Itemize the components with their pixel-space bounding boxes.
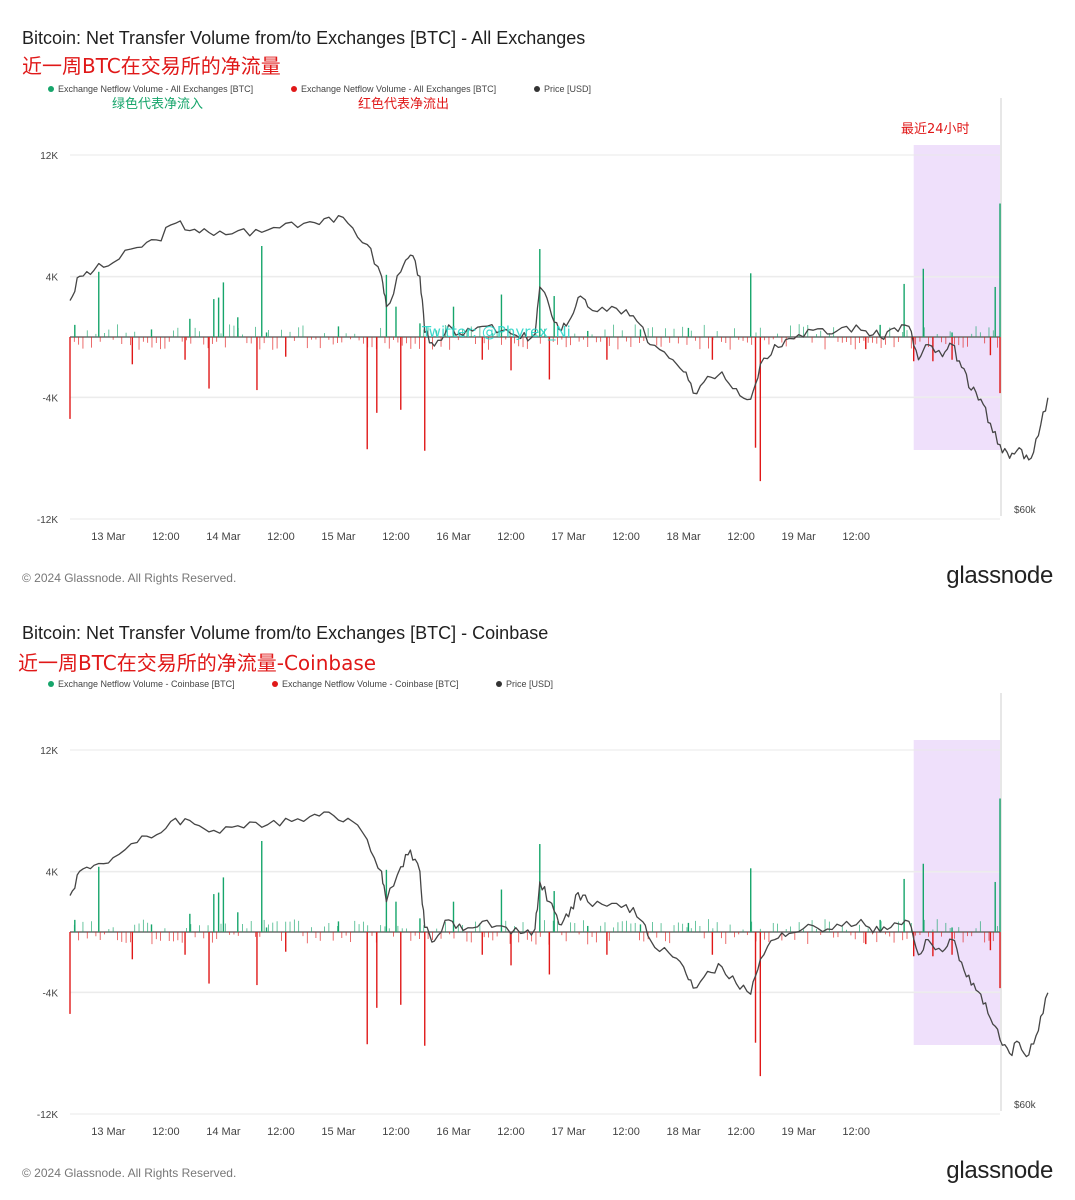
x-tick-label: 12:00 xyxy=(497,531,525,543)
price-line xyxy=(69,811,1049,1058)
x-tick-label: 15 Mar xyxy=(321,531,356,543)
legend-dot-icon xyxy=(534,85,540,92)
legend-item-inflow[interactable]: Exchange Netflow Volume - Coinbase [BTC] xyxy=(48,679,235,689)
annotation-inflow: 绿色代表净流入 xyxy=(112,96,203,112)
legend-label: Exchange Netflow Volume - Coinbase [BTC] xyxy=(58,679,235,689)
legend-item-price[interactable]: Price [USD] xyxy=(496,679,553,689)
x-tick-label: 12:00 xyxy=(727,531,755,543)
annotation-last-24h: 最近24小时 xyxy=(901,122,970,137)
x-tick-label: 18 Mar xyxy=(666,531,701,543)
netflow-chart: 12K 4K -4K -12K $60k 13 Mar 12:00 14 Mar 12:00 15… xyxy=(37,96,1049,543)
x-tick-label: 12:00 xyxy=(842,531,870,543)
legend-dot-icon xyxy=(496,680,502,687)
legend-label: Price [USD] xyxy=(544,84,592,94)
chart-panel-coinbase: Bitcoin: Net Transfer Volume from/to Exc… xyxy=(0,595,1075,1200)
x-tick-label: 12:00 xyxy=(727,1126,755,1138)
legend-item-price[interactable]: Price [USD] xyxy=(534,84,591,94)
price-line xyxy=(69,214,1049,461)
right-axis-label: $60k xyxy=(1014,505,1037,516)
legend-label: Exchange Netflow Volume - Coinbase [BTC] xyxy=(282,679,459,689)
legend-item-outflow[interactable]: Exchange Netflow Volume - Coinbase [BTC] xyxy=(272,679,459,689)
y-tick-label: -12K xyxy=(37,1110,58,1121)
right-axis-label: $60k xyxy=(1014,1100,1037,1111)
legend-label: Price [USD] xyxy=(506,679,554,689)
x-tick-label: 12:00 xyxy=(267,531,295,543)
annotation-outflow: 红色代表净流出 xyxy=(358,96,449,112)
legend-dot-icon xyxy=(48,680,54,687)
x-tick-label: 12:00 xyxy=(382,531,410,543)
x-tick-label: 14 Mar xyxy=(206,1126,241,1138)
x-tick-label: 14 Mar xyxy=(206,531,241,543)
netflow-chart: 12K 4K -4K -12K $60k 13 Mar 12:00 14 Mar 12:00 15… xyxy=(37,693,1049,1138)
legend-dot-icon xyxy=(48,85,54,92)
x-tick-label: 12:00 xyxy=(152,1126,180,1138)
annotation-title: 近一周BTC在交易所的净流量 xyxy=(22,54,281,78)
chart-title: Bitcoin: Net Transfer Volume from/to Exc… xyxy=(22,623,549,643)
x-tick-label: 16 Mar xyxy=(436,1126,471,1138)
highlight-band xyxy=(913,145,1000,450)
x-tick-label: 19 Mar xyxy=(782,531,817,543)
glassnode-logo: glassnode xyxy=(946,562,1053,589)
watermark: Twitter: @Phyrex_Ni xyxy=(421,323,571,342)
annotation-title: 近一周BTC在交易所的净流量-Coinbase xyxy=(18,651,377,675)
x-tick-label: 12:00 xyxy=(152,531,180,543)
highlight-band xyxy=(913,740,1000,1045)
chart-title: Bitcoin: Net Transfer Volume from/to Exc… xyxy=(22,28,586,48)
legend-item-inflow[interactable]: Exchange Netflow Volume - All Exchanges … xyxy=(48,84,253,94)
legend-label: Exchange Netflow Volume - All Exchanges … xyxy=(58,84,254,94)
x-tick-label: 13 Mar xyxy=(91,1126,126,1138)
x-tick-label: 19 Mar xyxy=(782,1126,817,1138)
x-tick-label: 17 Mar xyxy=(551,1126,586,1138)
x-tick-label: 18 Mar xyxy=(666,1126,701,1138)
x-tick-label: 12:00 xyxy=(497,1126,525,1138)
x-tick-label: 12:00 xyxy=(842,1126,870,1138)
x-tick-label: 15 Mar xyxy=(321,1126,356,1138)
y-tick-label: 4K xyxy=(46,867,59,878)
copyright: © 2024 Glassnode. All Rights Reserved. xyxy=(22,1166,237,1180)
y-tick-label: -4K xyxy=(42,989,58,1000)
copyright: © 2024 Glassnode. All Rights Reserved. xyxy=(22,571,237,585)
x-tick-label: 13 Mar xyxy=(91,531,126,543)
y-tick-label: 4K xyxy=(46,272,59,283)
x-tick-label: 12:00 xyxy=(267,1126,295,1138)
y-tick-label: -4K xyxy=(42,394,58,405)
glassnode-logo: glassnode xyxy=(946,1157,1053,1184)
y-tick-label: -12K xyxy=(37,515,58,526)
chart-panel-all-exchanges: Bitcoin: Net Transfer Volume from/to Exc… xyxy=(0,0,1075,595)
legend-dot-icon xyxy=(272,680,278,687)
y-tick-label: 12K xyxy=(40,151,58,162)
x-tick-label: 17 Mar xyxy=(551,531,586,543)
y-tick-label: 12K xyxy=(40,746,58,757)
x-tick-label: 12:00 xyxy=(382,1126,410,1138)
x-tick-label: 16 Mar xyxy=(436,531,471,543)
legend-item-outflow[interactable]: Exchange Netflow Volume - All Exchanges … xyxy=(291,84,496,94)
legend-label: Exchange Netflow Volume - All Exchanges … xyxy=(301,84,497,94)
x-tick-label: 12:00 xyxy=(612,1126,640,1138)
x-tick-label: 12:00 xyxy=(612,531,640,543)
legend-dot-icon xyxy=(291,85,297,92)
